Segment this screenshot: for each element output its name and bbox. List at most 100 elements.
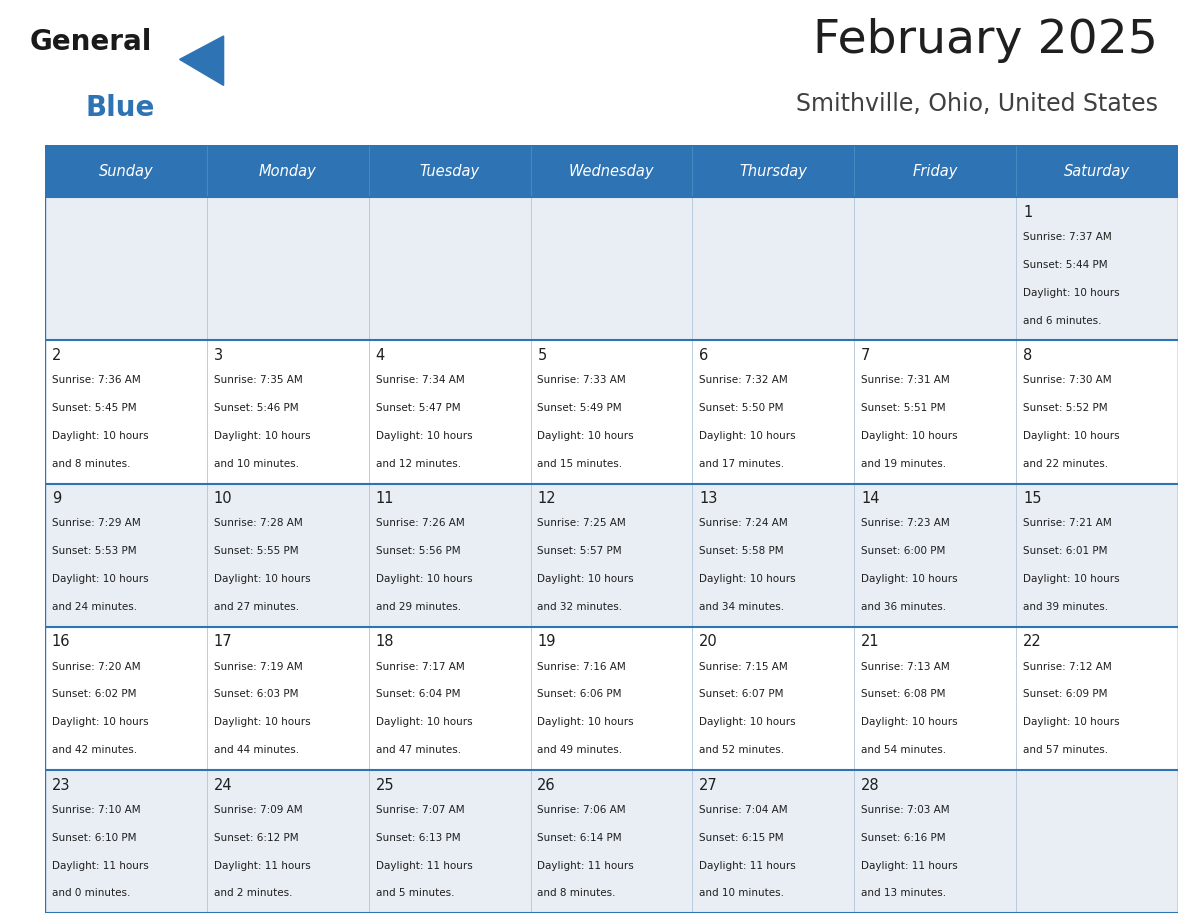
Text: and 34 minutes.: and 34 minutes. xyxy=(700,602,784,612)
Text: Sunset: 5:46 PM: Sunset: 5:46 PM xyxy=(214,403,298,413)
Text: Sunrise: 7:10 AM: Sunrise: 7:10 AM xyxy=(52,805,140,814)
Text: and 15 minutes.: and 15 minutes. xyxy=(537,459,623,469)
Text: and 0 minutes.: and 0 minutes. xyxy=(52,889,131,899)
Bar xyxy=(693,627,854,770)
Bar xyxy=(693,341,854,484)
Text: Sunset: 6:01 PM: Sunset: 6:01 PM xyxy=(1023,546,1107,556)
Text: Sunrise: 7:17 AM: Sunrise: 7:17 AM xyxy=(375,662,465,672)
Text: and 17 minutes.: and 17 minutes. xyxy=(700,459,784,469)
Text: Tuesday: Tuesday xyxy=(419,163,480,179)
Bar xyxy=(854,145,1016,197)
Bar xyxy=(45,197,207,341)
Text: 25: 25 xyxy=(375,778,394,792)
Text: Sunset: 6:14 PM: Sunset: 6:14 PM xyxy=(537,833,623,843)
Text: and 19 minutes.: and 19 minutes. xyxy=(861,459,946,469)
Text: 1: 1 xyxy=(1023,205,1032,220)
Text: Daylight: 10 hours: Daylight: 10 hours xyxy=(537,431,634,441)
Text: and 10 minutes.: and 10 minutes. xyxy=(214,459,298,469)
Bar xyxy=(854,341,1016,484)
Text: and 6 minutes.: and 6 minutes. xyxy=(1023,316,1101,326)
Bar xyxy=(1016,341,1178,484)
Text: Sunset: 5:49 PM: Sunset: 5:49 PM xyxy=(537,403,623,413)
Text: 20: 20 xyxy=(700,634,718,649)
Text: Sunset: 5:44 PM: Sunset: 5:44 PM xyxy=(1023,260,1107,270)
Bar xyxy=(207,627,368,770)
Text: Sunset: 5:51 PM: Sunset: 5:51 PM xyxy=(861,403,946,413)
Text: and 2 minutes.: and 2 minutes. xyxy=(214,889,292,899)
Text: and 12 minutes.: and 12 minutes. xyxy=(375,459,461,469)
Text: 13: 13 xyxy=(700,491,718,506)
Text: Sunrise: 7:19 AM: Sunrise: 7:19 AM xyxy=(214,662,303,672)
Text: Sunset: 5:45 PM: Sunset: 5:45 PM xyxy=(52,403,137,413)
Text: 26: 26 xyxy=(537,778,556,792)
Text: Monday: Monday xyxy=(259,163,317,179)
Text: and 32 minutes.: and 32 minutes. xyxy=(537,602,623,612)
Text: Saturday: Saturday xyxy=(1064,163,1130,179)
Text: 8: 8 xyxy=(1023,348,1032,363)
Text: Sunrise: 7:20 AM: Sunrise: 7:20 AM xyxy=(52,662,140,672)
Text: 9: 9 xyxy=(52,491,61,506)
Text: Daylight: 10 hours: Daylight: 10 hours xyxy=(214,431,310,441)
Text: Sunset: 5:52 PM: Sunset: 5:52 PM xyxy=(1023,403,1107,413)
Text: Sunrise: 7:04 AM: Sunrise: 7:04 AM xyxy=(700,805,788,814)
Text: Sunset: 5:47 PM: Sunset: 5:47 PM xyxy=(375,403,460,413)
Text: Blue: Blue xyxy=(86,94,154,121)
Text: 3: 3 xyxy=(214,348,223,363)
Text: Sunrise: 7:06 AM: Sunrise: 7:06 AM xyxy=(537,805,626,814)
Text: Sunset: 6:13 PM: Sunset: 6:13 PM xyxy=(375,833,460,843)
Text: and 49 minutes.: and 49 minutes. xyxy=(537,745,623,756)
Bar xyxy=(531,484,693,627)
Text: and 13 minutes.: and 13 minutes. xyxy=(861,889,946,899)
Text: Sunset: 5:57 PM: Sunset: 5:57 PM xyxy=(537,546,623,556)
Bar xyxy=(693,197,854,341)
Text: Daylight: 10 hours: Daylight: 10 hours xyxy=(861,431,958,441)
Text: 19: 19 xyxy=(537,634,556,649)
Bar xyxy=(854,770,1016,913)
Text: Sunday: Sunday xyxy=(99,163,153,179)
Text: Sunset: 6:16 PM: Sunset: 6:16 PM xyxy=(861,833,946,843)
Bar xyxy=(693,770,854,913)
Text: Sunrise: 7:09 AM: Sunrise: 7:09 AM xyxy=(214,805,302,814)
Text: Sunrise: 7:13 AM: Sunrise: 7:13 AM xyxy=(861,662,950,672)
Bar xyxy=(531,145,693,197)
Text: Daylight: 10 hours: Daylight: 10 hours xyxy=(861,575,958,584)
Text: 14: 14 xyxy=(861,491,879,506)
Text: Daylight: 10 hours: Daylight: 10 hours xyxy=(537,717,634,727)
Bar xyxy=(207,484,368,627)
Bar xyxy=(531,770,693,913)
Text: and 36 minutes.: and 36 minutes. xyxy=(861,602,946,612)
Bar xyxy=(368,627,531,770)
Text: 6: 6 xyxy=(700,348,708,363)
Text: Sunrise: 7:32 AM: Sunrise: 7:32 AM xyxy=(700,375,788,386)
Text: Daylight: 10 hours: Daylight: 10 hours xyxy=(214,717,310,727)
Text: 28: 28 xyxy=(861,778,879,792)
Text: Sunset: 5:56 PM: Sunset: 5:56 PM xyxy=(375,546,460,556)
Bar xyxy=(531,197,693,341)
Text: Daylight: 10 hours: Daylight: 10 hours xyxy=(52,431,148,441)
Text: and 54 minutes.: and 54 minutes. xyxy=(861,745,946,756)
Text: 16: 16 xyxy=(52,634,70,649)
Text: Daylight: 10 hours: Daylight: 10 hours xyxy=(375,717,472,727)
Bar xyxy=(368,341,531,484)
Bar xyxy=(207,341,368,484)
Bar xyxy=(368,197,531,341)
Bar xyxy=(531,627,693,770)
Text: Daylight: 10 hours: Daylight: 10 hours xyxy=(700,717,796,727)
Text: Daylight: 10 hours: Daylight: 10 hours xyxy=(52,717,148,727)
Text: Sunrise: 7:25 AM: Sunrise: 7:25 AM xyxy=(537,519,626,529)
Text: Sunrise: 7:31 AM: Sunrise: 7:31 AM xyxy=(861,375,950,386)
Text: 27: 27 xyxy=(700,778,718,792)
Text: 11: 11 xyxy=(375,491,394,506)
Text: Daylight: 11 hours: Daylight: 11 hours xyxy=(700,860,796,870)
Text: Daylight: 11 hours: Daylight: 11 hours xyxy=(52,860,148,870)
Bar xyxy=(1016,627,1178,770)
Bar xyxy=(1016,770,1178,913)
Text: Sunset: 6:12 PM: Sunset: 6:12 PM xyxy=(214,833,298,843)
Text: Sunrise: 7:16 AM: Sunrise: 7:16 AM xyxy=(537,662,626,672)
Bar xyxy=(45,341,207,484)
Text: Daylight: 10 hours: Daylight: 10 hours xyxy=(1023,431,1119,441)
Text: 23: 23 xyxy=(52,778,70,792)
Text: Sunrise: 7:30 AM: Sunrise: 7:30 AM xyxy=(1023,375,1112,386)
Bar xyxy=(693,484,854,627)
Text: Sunrise: 7:24 AM: Sunrise: 7:24 AM xyxy=(700,519,788,529)
